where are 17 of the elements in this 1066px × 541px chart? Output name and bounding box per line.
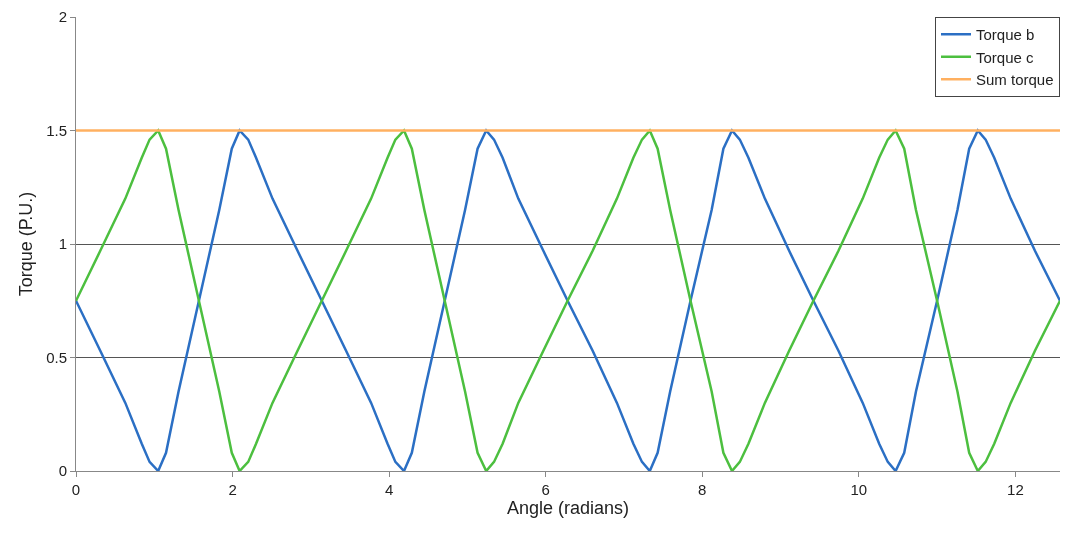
x-tick-label: 12 xyxy=(1007,481,1024,498)
x-tick-label: 0 xyxy=(71,481,81,498)
y-tick-label: 0 xyxy=(58,462,67,480)
x-tick-label: 6 xyxy=(541,481,550,498)
y-tick-label: 1 xyxy=(58,235,67,253)
legend-label: Torque c xyxy=(976,48,1035,66)
x-axis-title: Angle (radians) xyxy=(506,498,630,518)
x-tick-label: 8 xyxy=(698,481,707,498)
y-tick-label: 0.5 xyxy=(46,348,67,366)
legend-label: Torque b xyxy=(976,26,1035,44)
y-tick-label: 2 xyxy=(58,8,67,26)
x-tick-label: 4 xyxy=(384,481,394,498)
y-tick-label: 1.5 xyxy=(46,121,67,139)
x-tick-label: 2 xyxy=(228,481,237,498)
x-tick-label: 10 xyxy=(850,481,868,498)
legend-label: Sum torque xyxy=(976,71,1054,89)
y-axis-title: Torque (P.U.) xyxy=(16,191,37,297)
